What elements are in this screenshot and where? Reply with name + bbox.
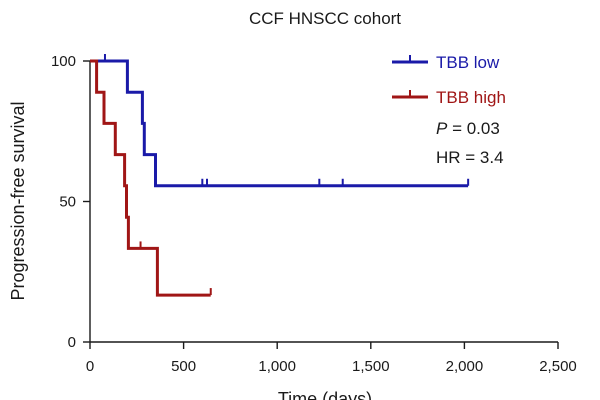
x-tick-label-2000: 2,000 <box>446 358 484 375</box>
x-tick-label-1000: 1,000 <box>258 358 296 375</box>
y-tick-label-100: 100 <box>51 53 76 70</box>
y-axis: 0 50 100 <box>51 53 91 351</box>
p-value-number: = 0.03 <box>447 119 499 138</box>
y-tick-label-0: 0 <box>68 334 76 351</box>
y-axis-label: Progression-free survival <box>8 101 28 300</box>
x-tick-label-2500: 2,500 <box>539 358 577 375</box>
legend: TBB low TBB high <box>392 53 506 107</box>
series-layer <box>90 54 470 297</box>
series-tbb-low <box>90 54 470 188</box>
y-tick-label-50: 50 <box>59 194 76 211</box>
legend-label-tbb-low: TBB low <box>436 53 500 72</box>
legend-item-tbb-high: TBB high <box>392 88 506 107</box>
x-tick-label-1500: 1,500 <box>352 358 390 375</box>
hazard-ratio-annotation: HR = 3.4 <box>436 148 504 167</box>
legend-label-tbb-high: TBB high <box>436 88 506 107</box>
legend-item-tbb-low: TBB low <box>392 53 500 72</box>
p-value-letter: P <box>436 119 448 138</box>
km-curve-tbb-low <box>90 59 469 188</box>
x-axis: 0 500 1,000 1,500 2,000 2,500 <box>86 341 577 375</box>
x-axis-label: Time (days) <box>278 389 372 400</box>
chart-title: CCF HNSCC cohort <box>249 9 401 28</box>
x-tick-label-0: 0 <box>86 358 94 375</box>
series-tbb-high <box>90 59 212 297</box>
x-tick-label-500: 500 <box>171 358 196 375</box>
km-curve-tbb-high <box>90 59 211 297</box>
p-value-annotation: P = 0.03 <box>436 119 500 138</box>
